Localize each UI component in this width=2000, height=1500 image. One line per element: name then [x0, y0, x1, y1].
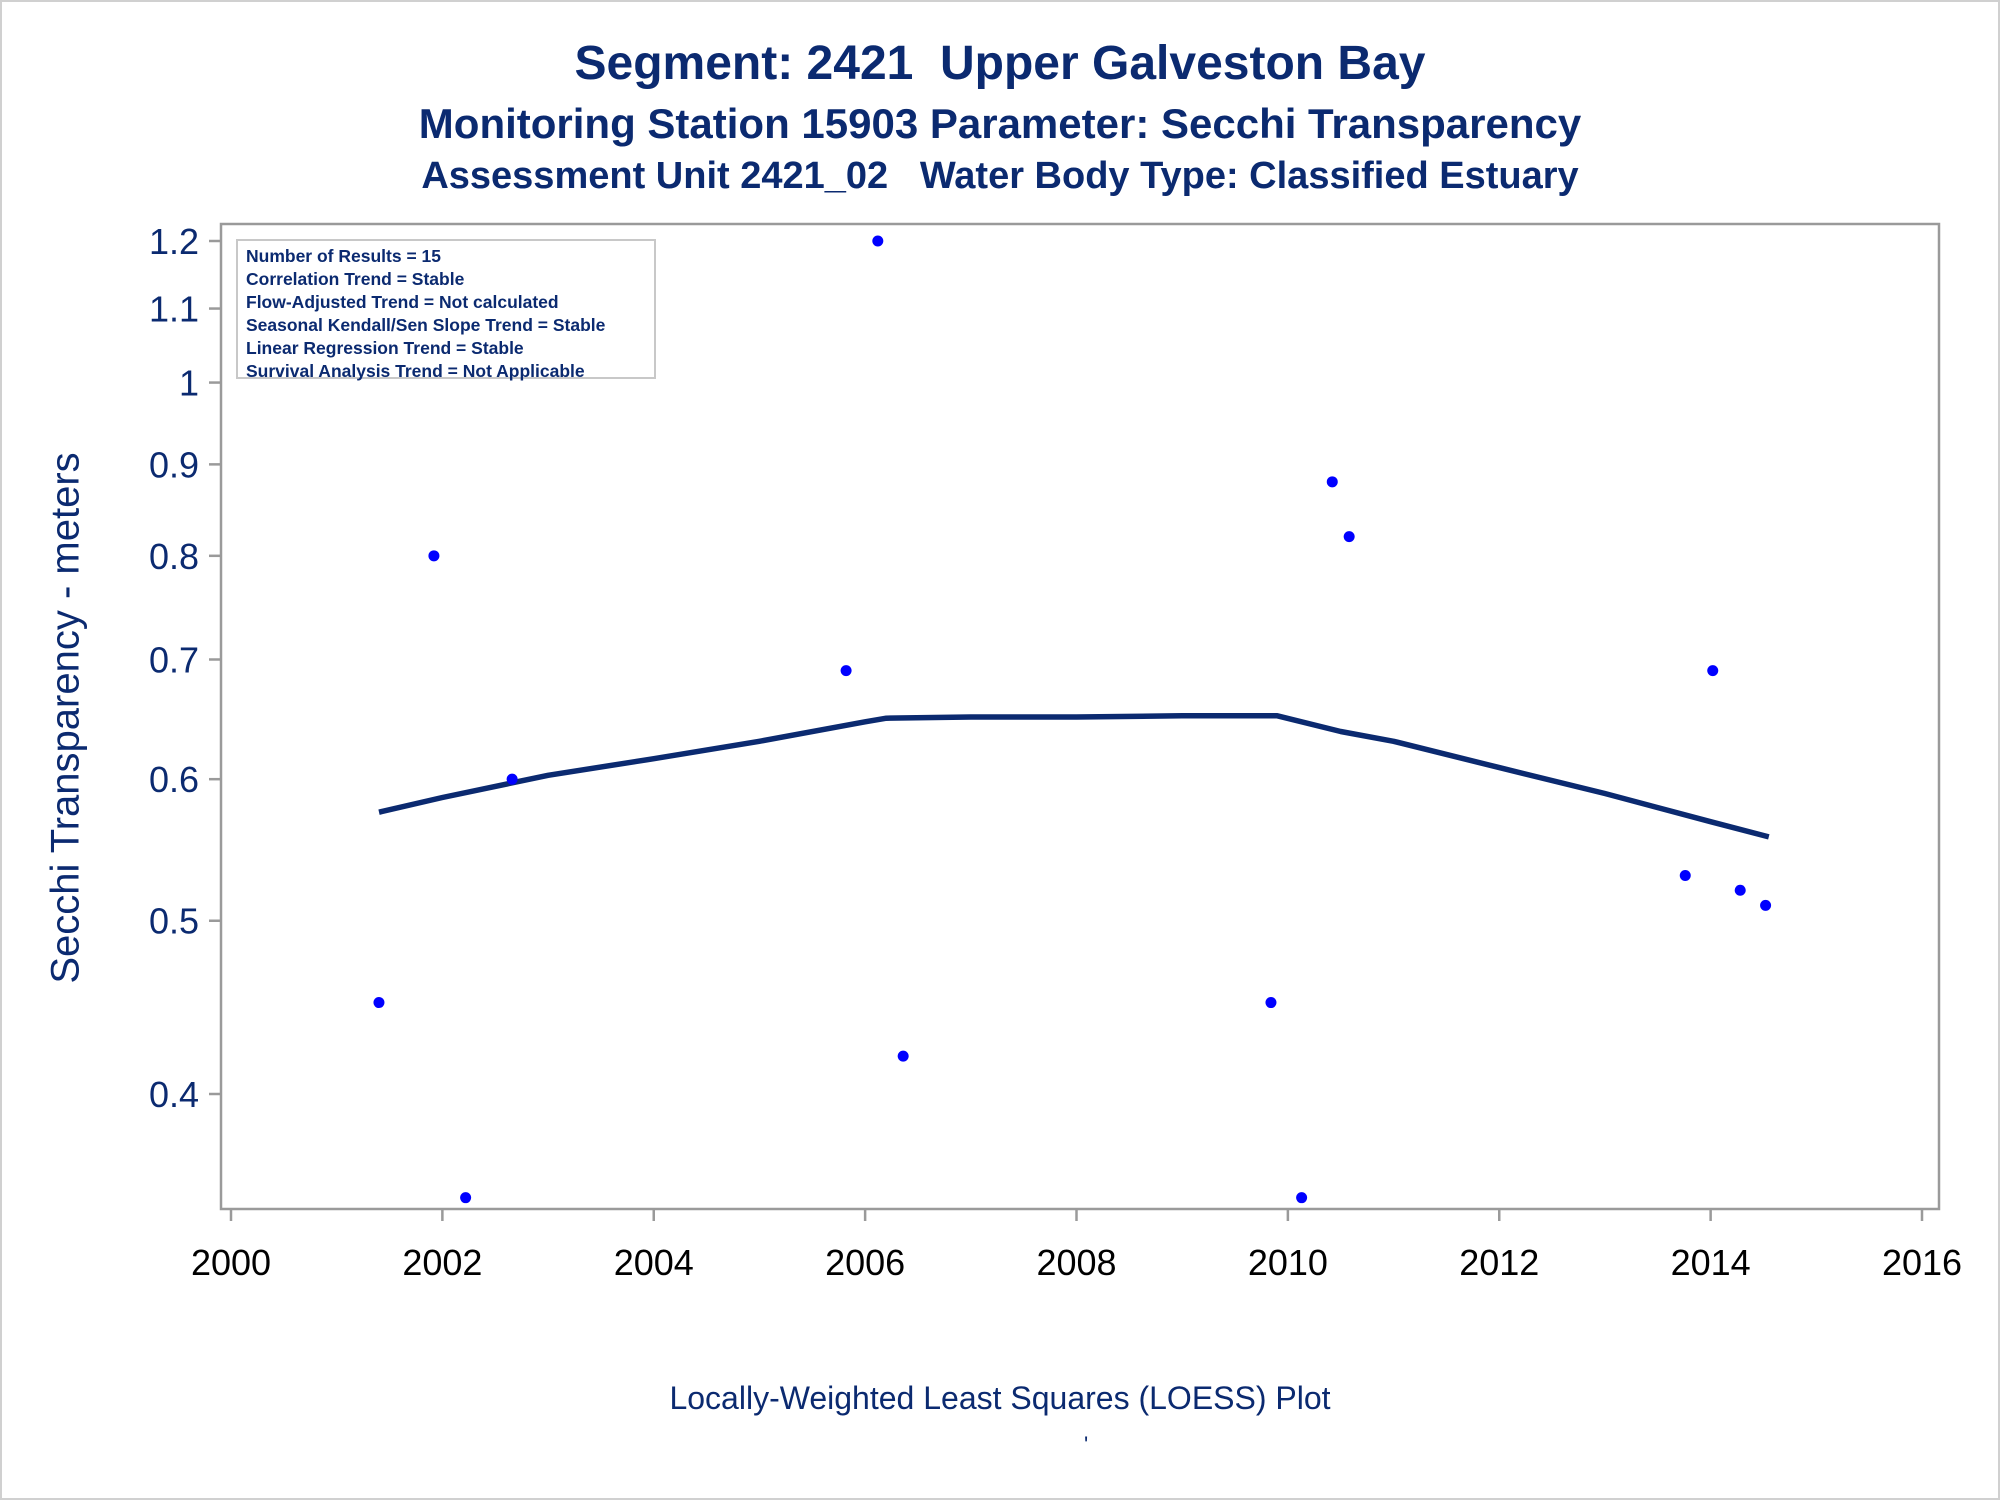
- data-point: [897, 1050, 909, 1062]
- stat-flow-adjusted-trend: Flow-Adjusted Trend = Not calculated: [246, 292, 559, 312]
- x-tick-label: 2014: [1671, 1242, 1751, 1283]
- data-point: [428, 550, 440, 562]
- stat-survival-analysis-trend: Survival Analysis Trend = Not Applicable: [246, 361, 585, 381]
- footnote-mark: ': [1084, 1432, 1089, 1457]
- x-tick-label: 2006: [825, 1242, 905, 1283]
- data-point: [1343, 531, 1355, 543]
- y-tick-label: 0.6: [149, 759, 199, 800]
- data-point: [1734, 884, 1746, 896]
- y-tick-label: 1: [179, 363, 199, 404]
- stat-linear-regression-trend: Linear Regression Trend = Stable: [246, 338, 524, 358]
- x-tick-label: 2008: [1036, 1242, 1116, 1283]
- data-point: [1707, 665, 1719, 677]
- y-axis-label: Secchi Transparency - meters: [43, 452, 88, 984]
- loess-trend-line: [378, 713, 1770, 840]
- y-tick-label: 0.7: [149, 639, 199, 680]
- plot-area: [219, 222, 1941, 1211]
- x-tick-label: 2012: [1459, 1242, 1539, 1283]
- x-tick-label: 2010: [1248, 1242, 1328, 1283]
- y-tick-label: 0.8: [149, 536, 199, 577]
- chart-title: Segment: 2421 Upper Galveston Bay: [574, 37, 1426, 90]
- data-point: [1265, 997, 1277, 1009]
- y-tick-label: 1.1: [149, 289, 199, 330]
- x-tick-label: 2000: [191, 1242, 271, 1283]
- data-point: [840, 665, 852, 677]
- data-points-group: [373, 235, 1772, 1204]
- y-tick-label: 0.4: [149, 1074, 199, 1115]
- x-tick-label: 2002: [402, 1242, 482, 1283]
- loess-curve-group: [378, 713, 1770, 840]
- data-point: [1326, 476, 1338, 488]
- data-point: [1296, 1192, 1308, 1204]
- x-tick-label: 2016: [1882, 1242, 1962, 1283]
- data-point: [373, 997, 385, 1009]
- data-point: [872, 235, 884, 247]
- data-point: [506, 773, 518, 785]
- y-tick-label: 0.5: [149, 901, 199, 942]
- chart-subtitle-assessment: Assessment Unit 2421_02 Water Body Type:…: [421, 155, 1579, 197]
- y-tick-label: 1.2: [149, 221, 199, 262]
- trend-statistics-box: Number of Results = 15 Correlation Trend…: [236, 239, 656, 381]
- chart-subtitle-station: Monitoring Station 15903 Parameter: Secc…: [418, 100, 1582, 147]
- data-point: [1679, 870, 1691, 882]
- data-point: [1760, 899, 1772, 911]
- plot-method-footnote: Locally-Weighted Least Squares (LOESS) P…: [669, 1380, 1331, 1416]
- y-tick-label: 0.9: [149, 444, 199, 485]
- data-point: [460, 1192, 472, 1204]
- x-axis: 2000 2002 2004 2006 2008 2010 2012 2014 2016: [191, 1209, 1962, 1283]
- stat-number-of-results: Number of Results = 15: [246, 246, 441, 266]
- stat-seasonal-kendall-trend: Seasonal Kendall/Sen Slope Trend = Stabl…: [246, 315, 606, 335]
- stat-correlation-trend: Correlation Trend = Stable: [246, 269, 465, 289]
- y-axis: 0.4 0.5 0.6 0.7 0.8 0.9 1 1.1 1.2: [149, 221, 221, 1115]
- x-tick-label: 2004: [614, 1242, 694, 1283]
